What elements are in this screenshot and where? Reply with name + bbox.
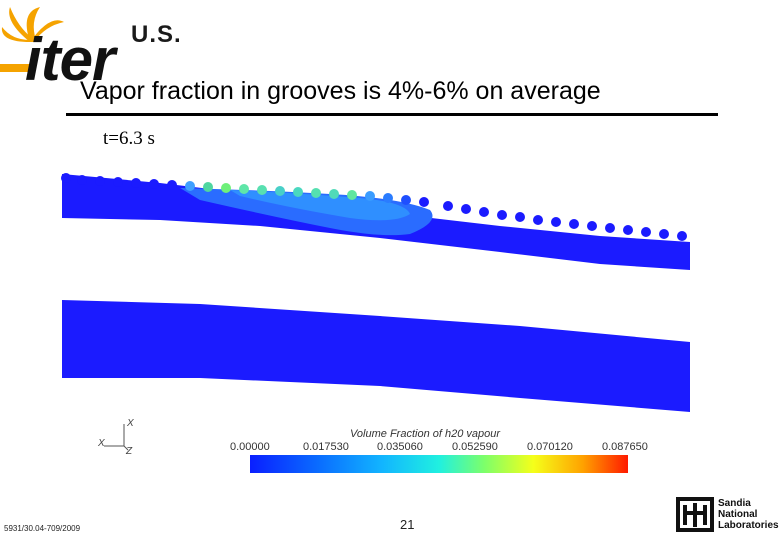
colorbar-title: Volume Fraction of h20 vapour [350,428,501,440]
sandia-line-3: Laboratories [718,520,779,531]
axes-triad [104,424,129,451]
logo-iter-text: iter [25,26,115,93]
sun-logo-icon [0,7,64,72]
sandia-label: Sandia National Laboratories [718,498,779,531]
us-iter-logo: U.S. iter [0,0,190,95]
colorbar-tick: 0.070120 [527,441,573,453]
colorbar-tick: 0.087650 [602,441,648,453]
slide-title: Vapor fraction in grooves is 4%-6% on av… [80,77,601,105]
sandia-line-1: Sandia [718,498,751,509]
sandia-thunderbird-icon [676,497,714,532]
sandia-line-2: National [718,509,758,520]
title-underline [66,113,718,116]
colorbar-tick: 0.052590 [452,441,498,453]
axis-x-left: X [98,438,105,449]
colorbar-tick: 0.035060 [377,441,423,453]
axis-z: Z [126,446,133,457]
colorbar-gradient [250,455,628,473]
colorbar-tick: 0.00000 [230,441,270,453]
time-label: t=6.3 s [103,128,155,149]
page-number: 21 [400,517,415,532]
colorbar-tick: 0.017530 [303,441,349,453]
axis-x-top: X [127,418,134,429]
cfd-simulation-plot [61,173,690,412]
logo-us-text: U.S. [131,21,182,48]
upper-groove-domain [61,173,690,270]
footer-document-id: 5931/30.04-709/2009 [4,524,81,533]
lower-domain [62,300,690,412]
